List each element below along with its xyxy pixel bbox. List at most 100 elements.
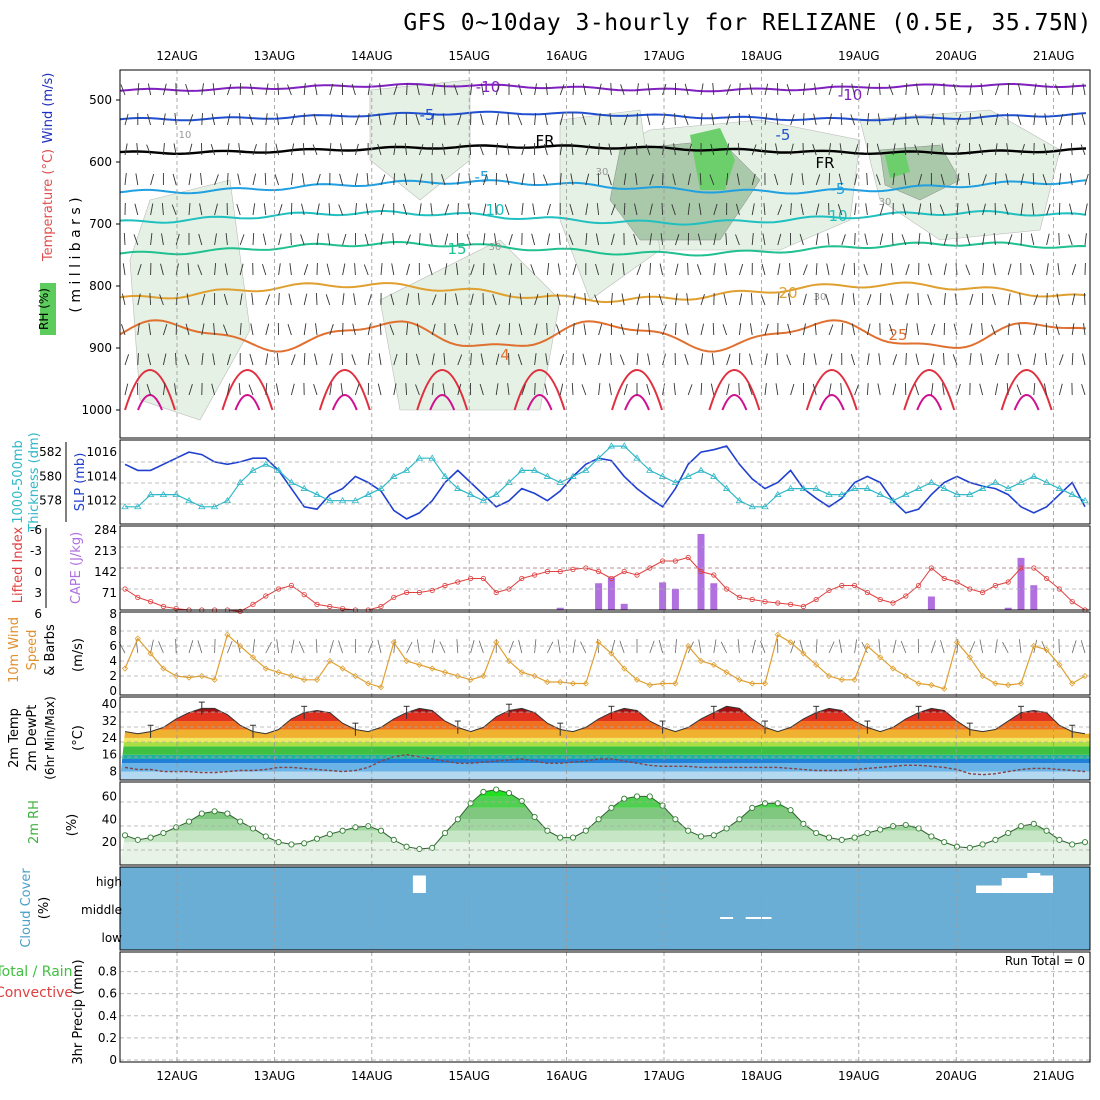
date-label-top: 20AUG [935,49,977,63]
cloud-high-block [1014,878,1028,893]
wind-barb [662,324,667,336]
wind-barb [854,143,859,156]
contour-label: FR [815,154,834,172]
wind-barb [711,353,715,366]
wind-barb [287,84,292,96]
wind-barb [443,353,446,366]
wind-barb [124,354,130,366]
temp-band [120,758,1090,764]
label-wind10-b: Speed [25,630,40,671]
wind-barb [877,383,881,396]
temp-contour-FR [119,144,1087,156]
date-label-bottom: 18AUG [741,1069,783,1083]
wind10-point [211,676,218,683]
wind-barb [467,203,472,216]
lifted-index-point [813,596,819,603]
lifted-index-point [903,593,909,599]
wind-barb [418,144,424,156]
wind-barb [850,114,856,126]
wind-barb [557,263,561,276]
wind-barb [124,113,129,126]
cape-bar [927,596,935,610]
wind-barb [852,293,856,306]
wind-barb [265,323,270,336]
wind-barb [1058,354,1064,366]
wind-barb [980,353,984,366]
thickness-point [825,490,833,498]
temp-contour-hot [416,369,469,411]
wind-barb [700,382,703,396]
thickness-point [351,496,360,504]
wind-barb [828,113,832,126]
wind-barb [738,83,741,96]
date-label-top: 18AUG [741,49,783,63]
wind-barb [265,113,268,126]
cape-bar [1004,607,1012,610]
rh2m-point [1069,841,1076,848]
wind-barb [121,324,126,336]
wind-barb [210,143,216,156]
wind-barb [929,233,932,246]
rh-band [120,819,1090,831]
wind-barb [542,174,548,186]
wind-barb [710,383,715,396]
wind-barb [249,83,254,96]
wind-barb [713,233,717,246]
wind-barb [814,323,817,336]
wind-barb [697,233,702,246]
temp-contour--10 [119,82,1087,93]
thickness-point [134,503,142,510]
wind-barb [1068,234,1073,246]
wind-barb [278,292,280,306]
wind-barb [265,294,271,306]
wind-barb [252,232,255,246]
wind-barb [303,323,307,336]
thickness-point [889,496,897,504]
wind-barb [568,234,574,246]
contour-label: -10 [476,78,501,96]
wind-barb [1071,83,1074,96]
date-label-bottom: 19AUG [838,1069,880,1083]
wind-barb [316,173,321,186]
wind-barb [406,82,408,96]
wind10-barb [478,640,484,654]
cloud-high-block [1040,875,1054,893]
wind-barb [454,323,459,336]
thickness-point [441,472,449,479]
rh2m-point [211,808,218,815]
wind-barb [367,293,372,306]
wind-barb [457,113,462,126]
wind-barb [239,234,245,246]
wind-barb [649,203,653,216]
wind-barb [582,353,587,366]
wind-barb [671,204,676,216]
wind-barb [124,143,128,156]
wind10-barb [900,640,907,654]
wind-barb [534,382,536,396]
label-wind10-d: (m/s) [71,638,86,672]
wind-barb [748,113,753,126]
temp-contour-hot [611,369,663,411]
wind-barb [674,322,677,336]
wind-barb [559,143,563,156]
wind-barb [930,323,936,336]
wind-barb [699,173,702,186]
wind-barb [363,264,369,276]
rh2m-point [173,824,180,831]
wind-barb [1020,203,1024,216]
wind-barb [978,143,984,156]
wind-barb [598,83,602,96]
wind-barb [160,263,164,276]
wind-barb [415,353,420,366]
wind-barb [866,383,869,396]
panel-bg-slp [120,440,1090,524]
wind10-barb [828,641,835,654]
wind-barb [864,233,868,246]
wind-barb [787,323,792,336]
temp-contour-hot [513,369,566,411]
wind10-barb [298,641,305,654]
thickness-point [812,484,820,491]
wind-barb [150,233,153,246]
lifted-index-point [775,600,781,606]
wind-barb [724,263,728,276]
